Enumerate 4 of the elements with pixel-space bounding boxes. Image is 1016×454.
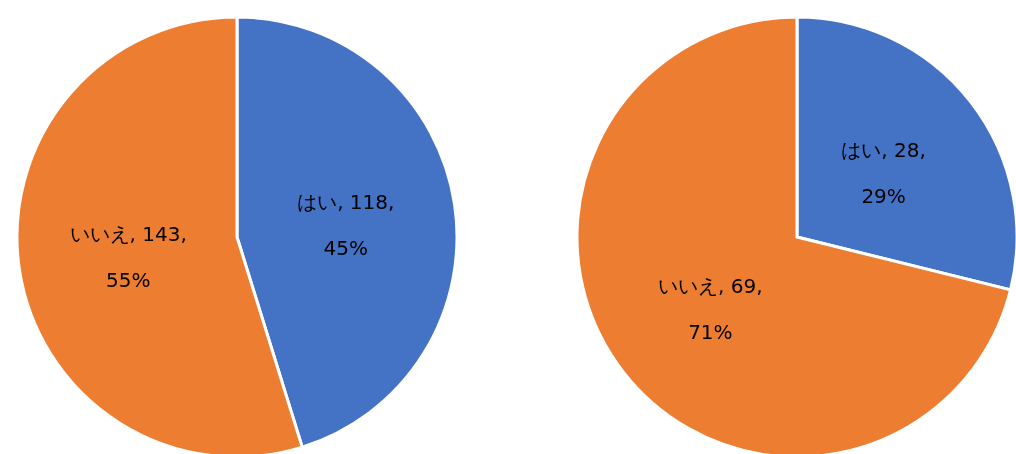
slice-label: いいえ, 69, 71% (658, 273, 763, 344)
slice-label: いいえ, 143, 55% (69, 222, 187, 293)
slice-label: はい, 28, 29% (841, 138, 926, 209)
slice-label: はい, 118, 45% (297, 189, 395, 260)
